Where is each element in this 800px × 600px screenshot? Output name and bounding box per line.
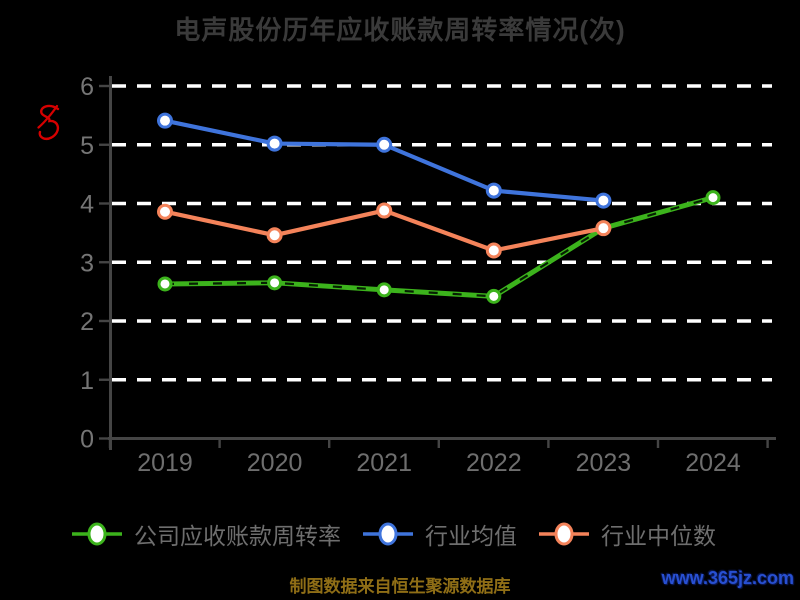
y-tick-label: 4 bbox=[80, 191, 94, 219]
data-point-marker bbox=[376, 202, 393, 219]
x-tick-label: 2020 bbox=[247, 449, 303, 477]
chart-canvas: 0 1 2 3 4 5 6 2019 2020 2021 2022 2023 2024 bbox=[80, 73, 776, 477]
y-tick-label: 0 bbox=[80, 426, 94, 454]
watermark-link[interactable]: www.365jz.com bbox=[661, 568, 794, 588]
data-point-marker bbox=[485, 242, 502, 259]
y-tick-label: 1 bbox=[80, 367, 94, 395]
legend-label: 行业均值 bbox=[425, 523, 517, 549]
legend-item-2[interactable]: 行业中位数 bbox=[539, 517, 716, 551]
x-tick-label: 2019 bbox=[137, 449, 193, 477]
y-tick-label: 2 bbox=[80, 308, 94, 336]
data-point-marker bbox=[486, 288, 502, 304]
data-point-marker bbox=[157, 203, 173, 220]
legend-item-1[interactable]: 行业均值 bbox=[363, 517, 517, 551]
legend-label: 公司应收账款周转率 bbox=[134, 523, 341, 549]
data-point-marker bbox=[157, 112, 173, 129]
data-point-marker bbox=[157, 276, 173, 292]
y-tick-label: 3 bbox=[80, 249, 94, 277]
legend-marker-icon bbox=[363, 522, 413, 546]
legend-item-0[interactable]: 公司应收账款周转率 bbox=[72, 517, 341, 551]
x-tick-label: 2022 bbox=[466, 449, 522, 477]
data-point-marker bbox=[705, 190, 721, 206]
series-line-0 bbox=[162, 195, 716, 299]
x-tick-label: 2021 bbox=[356, 449, 412, 477]
legend-marker-icon bbox=[539, 522, 589, 546]
y-tick-label: 6 bbox=[80, 73, 94, 101]
x-tick-label: 2023 bbox=[576, 449, 632, 477]
chart-title: 电声股份历年应收账款周转率情况(次) bbox=[174, 15, 626, 45]
series-line-1 bbox=[162, 118, 606, 203]
data-point-marker bbox=[595, 220, 612, 237]
data-point-marker bbox=[376, 136, 393, 153]
data-point-marker bbox=[595, 192, 612, 209]
data-point-marker bbox=[485, 182, 502, 199]
y-axis-unit-mark bbox=[37, 104, 60, 141]
x-tick-label: 2024 bbox=[685, 449, 741, 477]
data-point-marker bbox=[267, 275, 283, 291]
data-point-marker bbox=[376, 282, 392, 298]
legend-label: 行业中位数 bbox=[601, 523, 716, 549]
data-point-marker bbox=[266, 227, 283, 244]
data-point-marker bbox=[266, 135, 283, 152]
data-source-note: 制图数据来自恒生聚源数据库 bbox=[289, 577, 511, 596]
y-tick-label: 5 bbox=[80, 132, 94, 160]
legend-marker-icon bbox=[72, 522, 122, 546]
legend: 公司应收账款周转率 行业均值 行业中位数 bbox=[72, 517, 716, 551]
